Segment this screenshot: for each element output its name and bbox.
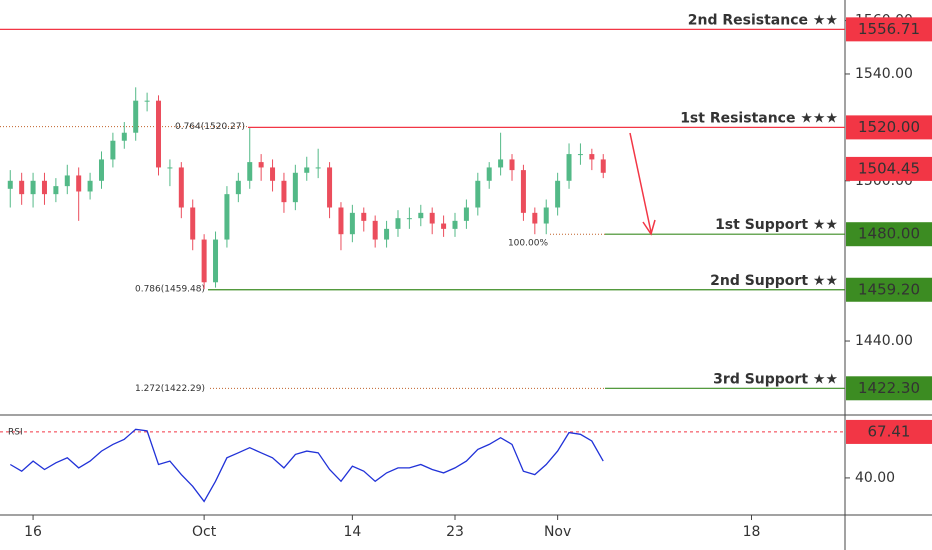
- rsi-line: [9, 428, 604, 503]
- candle-body: [475, 180, 481, 208]
- candle-body: [361, 212, 367, 221]
- level-name: 1st Resistance ★★★: [680, 110, 838, 126]
- candle-body: [327, 167, 333, 208]
- candle-body: [167, 167, 173, 169]
- x-tick-label: 14: [343, 524, 361, 540]
- candle-body: [235, 180, 241, 195]
- x-tick-label: 16: [24, 524, 42, 540]
- price-box: [846, 115, 932, 140]
- candle-body: [463, 207, 469, 221]
- price-box: [846, 277, 932, 302]
- candle-body: [156, 100, 162, 168]
- candle-body: [76, 175, 82, 192]
- candle-body: [53, 186, 59, 195]
- price-box: [846, 17, 932, 42]
- candle-body: [304, 167, 310, 173]
- price-box-label: 1556.71: [858, 20, 920, 38]
- candle-body: [509, 159, 515, 171]
- candle-body: [292, 172, 298, 203]
- y-tick-label: 1440.00: [855, 333, 913, 349]
- candle-body: [178, 167, 184, 208]
- candle-body: [429, 212, 435, 224]
- candle-body: [98, 159, 104, 181]
- candle-body: [543, 207, 549, 224]
- candle-body: [19, 180, 25, 195]
- y-tick-label: 1540.00: [855, 66, 913, 82]
- candle-body: [110, 140, 116, 160]
- x-tick-label: 23: [446, 524, 464, 540]
- candle-body: [41, 180, 47, 195]
- arrow-shaft: [629, 132, 652, 233]
- price-box-label: 1459.20: [858, 280, 920, 298]
- candle-body: [270, 167, 276, 181]
- price-box-label: 1422.30: [858, 379, 920, 397]
- candle-body: [281, 180, 287, 203]
- candle-body: [384, 228, 390, 240]
- candle-body: [555, 180, 561, 208]
- candle-body: [338, 207, 344, 235]
- candle-body: [452, 220, 458, 229]
- rsi-name: RSI: [8, 428, 23, 438]
- candle-body: [258, 162, 264, 168]
- candle-body: [372, 220, 378, 240]
- fib-label: 100.00%: [508, 239, 548, 249]
- candle-body: [577, 154, 583, 156]
- level-name: 1st Support ★★: [715, 217, 838, 233]
- level-name: 2nd Support ★★: [710, 273, 838, 289]
- x-tick-label: Oct: [192, 524, 217, 540]
- fib-label: 0.764(1520.27): [175, 122, 245, 132]
- fib-label: 1.272(1422.29): [135, 384, 205, 394]
- candle-body: [190, 207, 196, 240]
- last-price-box: [846, 156, 932, 181]
- candle-body: [201, 239, 207, 283]
- candle-body: [418, 212, 424, 219]
- candle-body: [87, 180, 93, 192]
- x-tick-label: Nov: [544, 524, 571, 540]
- candle-body: [532, 212, 538, 224]
- plot: 1440.001500.001540.001560.0016Oct1423Nov…: [0, 12, 932, 540]
- candle-body: [486, 167, 492, 181]
- candle-body: [498, 159, 504, 168]
- candle-body: [64, 175, 70, 187]
- candle-body: [520, 170, 526, 213]
- candle-body: [349, 212, 355, 235]
- candle-body: [566, 154, 572, 181]
- candle-body: [600, 159, 606, 173]
- candle-body: [7, 180, 13, 189]
- x-tick-label: 18: [743, 524, 761, 540]
- price-box: [846, 376, 932, 401]
- price-box-label: 1520.00: [858, 118, 920, 136]
- candle-body: [133, 100, 139, 133]
- last-price-label: 1504.45: [858, 159, 920, 177]
- level-name: 3rd Support ★★: [713, 371, 838, 387]
- rsi-level-label: 67.41: [868, 422, 911, 440]
- candle-body: [589, 154, 595, 160]
- candle-body: [30, 180, 36, 195]
- candle-body: [395, 218, 401, 229]
- candle-body: [406, 218, 412, 220]
- price-box-label: 1480.00: [858, 225, 920, 243]
- level-name: 2nd Resistance ★★: [688, 12, 838, 28]
- candle-body: [441, 223, 447, 229]
- arrow-head: [642, 219, 656, 236]
- candle-body: [213, 239, 219, 283]
- candle-body: [121, 132, 127, 141]
- fib-label: 0.786(1459.48): [135, 285, 205, 295]
- candle-body: [247, 162, 253, 181]
- candle-body: [224, 194, 230, 240]
- y2-tick-label: 40.00: [855, 470, 895, 486]
- rsi-level-box: [846, 419, 932, 444]
- price-box: [846, 222, 932, 247]
- candle-body: [144, 100, 150, 102]
- candle-body: [315, 167, 321, 169]
